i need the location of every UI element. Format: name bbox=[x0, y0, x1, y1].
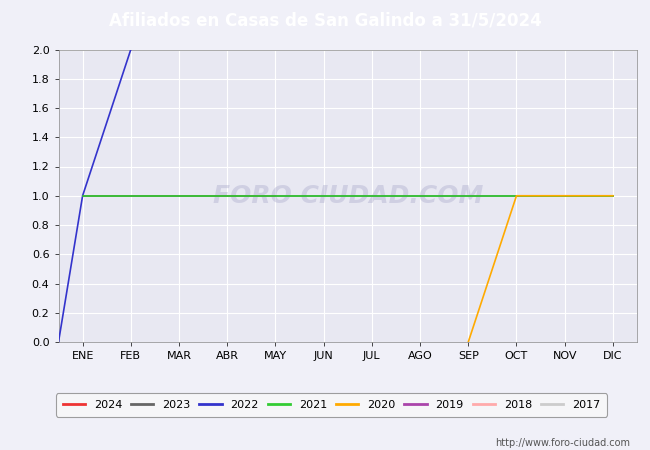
Legend: 2024, 2023, 2022, 2021, 2020, 2019, 2018, 2017: 2024, 2023, 2022, 2021, 2020, 2019, 2018… bbox=[56, 393, 607, 417]
Text: http://www.foro-ciudad.com: http://www.foro-ciudad.com bbox=[495, 438, 630, 448]
Text: Afiliados en Casas de San Galindo a 31/5/2024: Afiliados en Casas de San Galindo a 31/5… bbox=[109, 11, 541, 29]
Text: FORO CIUDAD.COM: FORO CIUDAD.COM bbox=[213, 184, 483, 208]
